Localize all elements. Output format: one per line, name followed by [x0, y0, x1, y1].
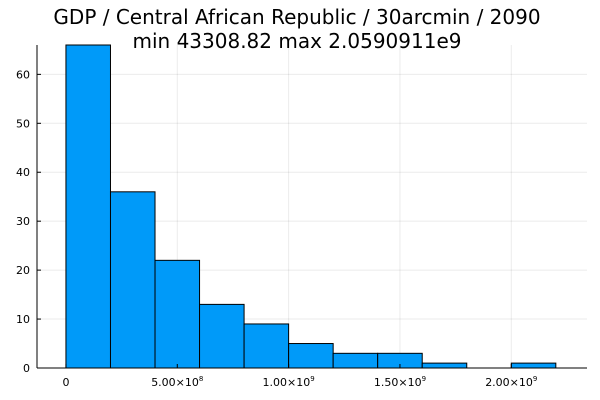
histogram-bars: [65, 44, 557, 369]
axes: [36, 45, 587, 369]
histogram-bar-2: [154, 259, 201, 369]
y-tick-label-1: 10: [16, 313, 30, 326]
histogram-bar-8: [421, 362, 468, 369]
histogram-bar-0: [65, 44, 111, 369]
chart-title: GDP / Central African Republic / 30arcmi…: [53, 5, 540, 29]
y-tick-label-2: 20: [16, 264, 30, 277]
histogram-bar-10: [510, 362, 557, 369]
x-tick-label-2: 1.00×109: [263, 375, 315, 389]
histogram-bar-5: [288, 343, 334, 369]
histogram-bar-3: [199, 303, 245, 369]
chart-subtitle: min 43308.82 max 2.0590911e9: [133, 29, 462, 53]
tick-labels: 0 10 20 30 40 50 60 0 5.00×108 1.00×109 1.50×109 2.…: [16, 68, 537, 389]
y-tick-label-5: 50: [16, 117, 30, 130]
x-tick-label-4: 2.00×109: [485, 375, 537, 389]
x-tick-label-1: 5.00×108: [151, 375, 203, 389]
histogram-bar-4: [243, 323, 290, 369]
histogram-bar-6: [332, 352, 379, 369]
histogram-bar-1: [109, 191, 156, 369]
x-tick-label-3: 1.50×109: [374, 375, 426, 389]
y-tick-label-4: 40: [16, 166, 30, 179]
y-tick-label-6: 60: [16, 68, 30, 81]
y-tick-label-0: 0: [23, 362, 30, 375]
y-tick-label-3: 30: [16, 215, 30, 228]
x-tick-label-0: 0: [62, 376, 69, 389]
